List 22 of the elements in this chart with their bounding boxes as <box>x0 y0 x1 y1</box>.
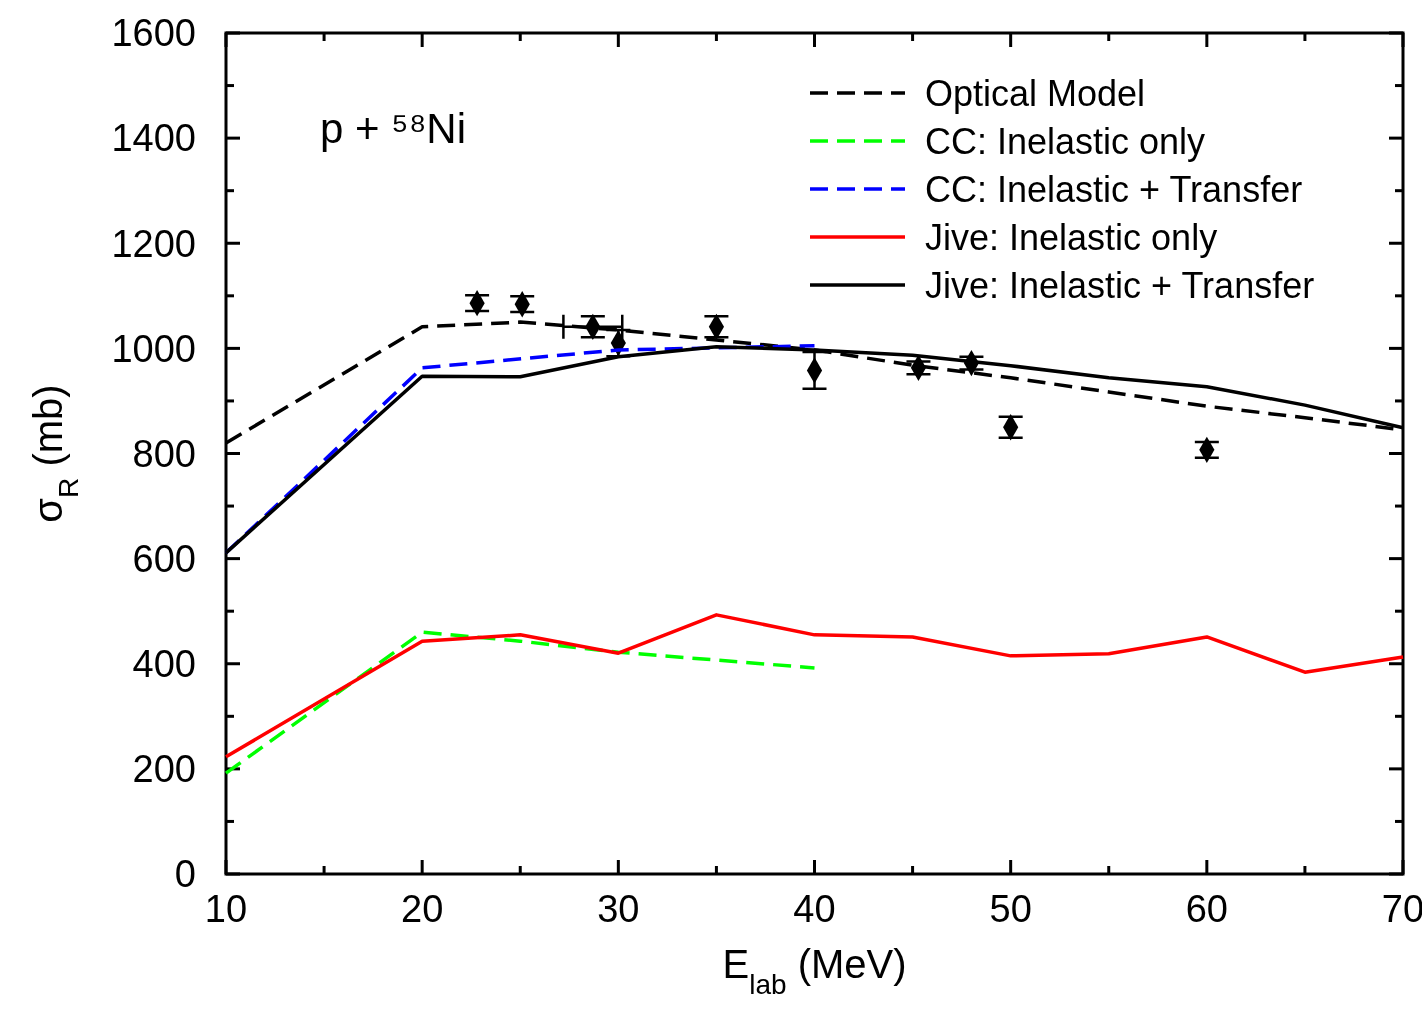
legend-label: CC: Inelastic only <box>925 120 1206 162</box>
x-tick-label: 50 <box>989 888 1032 930</box>
y-tick-label: 400 <box>132 643 196 686</box>
x-tick-label: 40 <box>793 888 836 930</box>
y-tick-label: 1200 <box>111 222 196 265</box>
legend-label: Jive: Inelastic + Transfer <box>925 264 1315 306</box>
legend-label: CC: Inelastic + Transfer <box>925 168 1303 210</box>
x-axis-title: E$_{lab}$ (MeV) <box>722 942 907 1000</box>
y-tick-label: 0 <box>174 853 196 896</box>
y-tick-label: 1000 <box>111 327 196 370</box>
y-tick-label: 1400 <box>111 117 196 160</box>
x-tick-label: 60 <box>1185 888 1228 930</box>
y-tick-label: 800 <box>132 432 196 475</box>
annotation: p + ⁵⁸Ni <box>320 105 467 152</box>
y-tick-label: 200 <box>132 748 196 791</box>
x-tick-label: 30 <box>597 888 640 930</box>
legend-label: Jive: Inelastic only <box>925 216 1218 258</box>
x-tick-label: 10 <box>204 888 248 930</box>
x-tick-label: 20 <box>401 888 444 930</box>
y-tick-label: 600 <box>132 537 196 580</box>
legend-label: Optical Model <box>925 72 1146 114</box>
y-tick-label: 1600 <box>111 12 196 55</box>
